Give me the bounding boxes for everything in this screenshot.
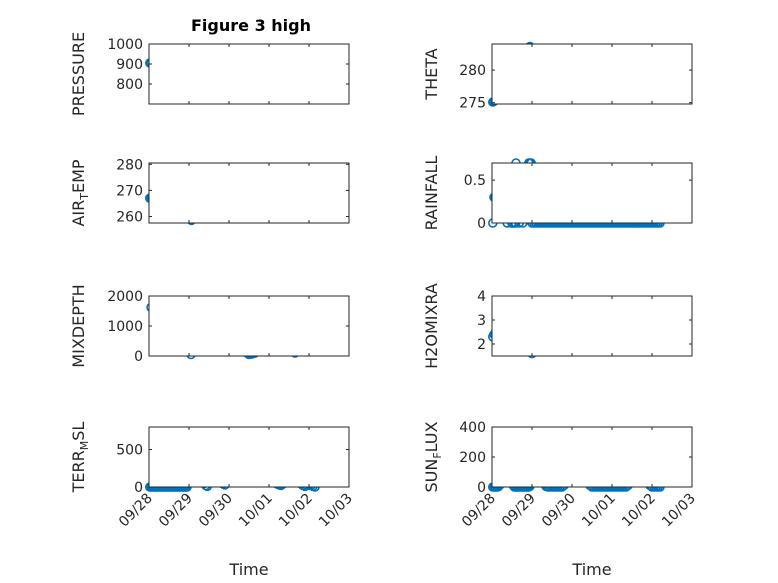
y-tick-label: 260 (116, 209, 143, 225)
axes-box (148, 162, 350, 224)
subplot-pressure: 800 900 1000 PRESSURE (69, 32, 350, 116)
y-tick-label: 900 (116, 57, 143, 73)
figure-title: Figure 3 high (191, 16, 311, 35)
x-axis-label: Time (228, 560, 268, 579)
y-axis-label: THETA (422, 48, 441, 100)
y-axis-label: MIXDEPTH (69, 284, 88, 367)
y-tick-label: 0 (477, 480, 486, 496)
subplot-air_temp: 260 270 280 AIRTEMP (69, 157, 350, 227)
y-axis-label: PRESSURE (69, 32, 88, 116)
axes-box (491, 43, 693, 105)
y-tick-label: 400 (459, 420, 486, 436)
axes-box (148, 43, 350, 105)
y-tick-label: 280 (459, 63, 486, 79)
y-tick-label: 0.5 (464, 173, 486, 189)
subplot-rainfall: 0 0.5 RAINFALL (422, 156, 693, 232)
axes-box (491, 162, 693, 224)
axes-box (491, 295, 693, 357)
y-tick-label: 0 (134, 480, 143, 496)
y-tick-label: 0 (477, 216, 486, 232)
y-tick-label: 280 (116, 157, 143, 173)
y-tick-label: 800 (116, 77, 143, 93)
y-tick-label: 275 (459, 96, 486, 112)
y-tick-label: 500 (116, 443, 143, 459)
subplot-h2omixra: 2 3 4 H2OMIXRA (422, 283, 693, 369)
subplot-theta: 275 280 THETA (422, 41, 693, 112)
y-tick-label: 4 (477, 289, 486, 305)
y-axis-label: H2OMIXRA (422, 283, 441, 369)
y-tick-label: 2 (477, 337, 486, 353)
y-tick-label: 3 (477, 313, 486, 329)
x-axis-label: Time (571, 560, 611, 579)
y-tick-label: 1000 (107, 319, 143, 335)
y-axis-label: SUNFLUX (422, 421, 444, 492)
axes-box (148, 426, 350, 488)
y-tick-label: 1000 (107, 37, 143, 53)
y-axis-label: RAINFALL (422, 156, 441, 231)
y-tick-label: 2000 (107, 289, 143, 305)
y-tick-label: 0 (134, 349, 143, 365)
axes-box (491, 426, 693, 488)
axes-box (148, 295, 350, 357)
y-axis-label: AIRTEMP (69, 159, 91, 226)
y-tick-label: 200 (459, 450, 486, 466)
subplot-mixdepth: 0 1000 2000 MIXDEPTH (69, 284, 350, 368)
y-tick-label: 270 (116, 183, 143, 199)
y-axis-label: TERRMSL (69, 422, 91, 494)
